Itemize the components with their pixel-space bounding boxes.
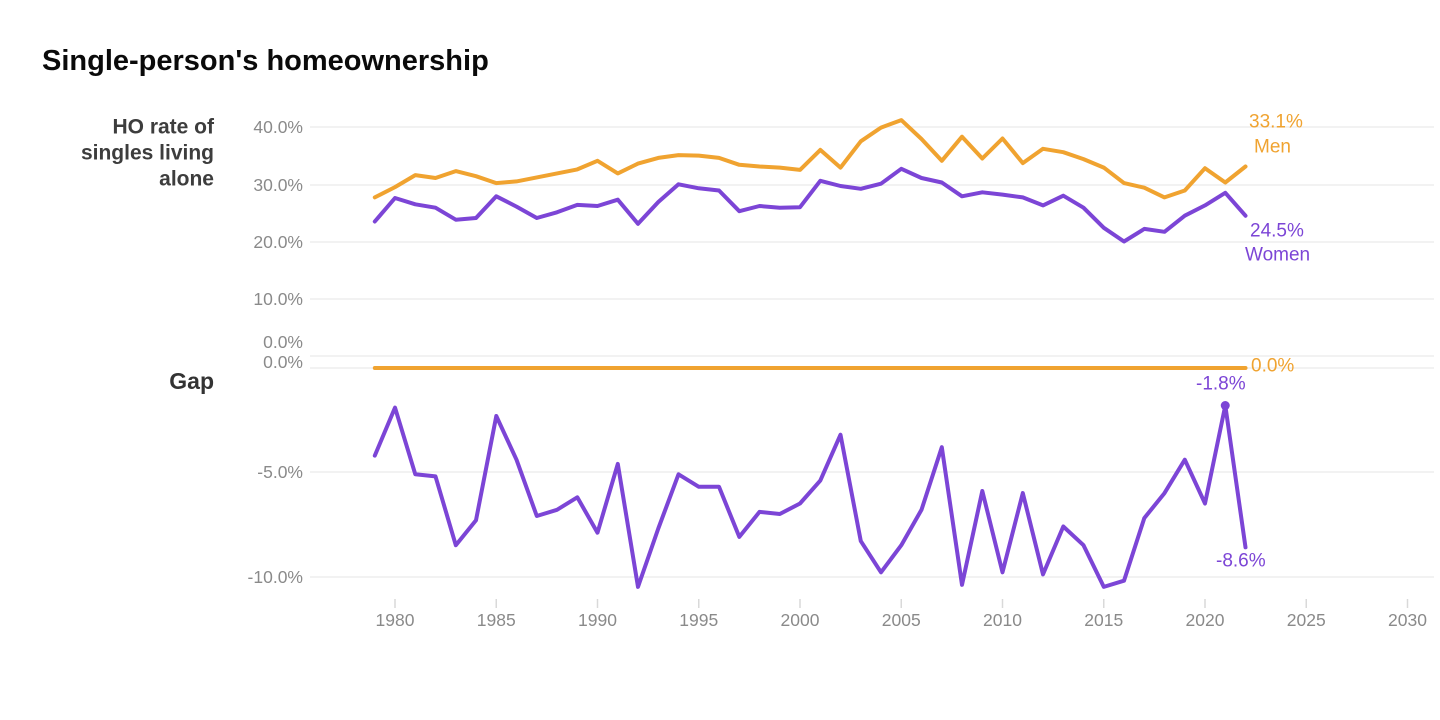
gap-end-value: -8.6% xyxy=(1216,551,1266,572)
gap-axis-label: Gap xyxy=(169,368,214,394)
gap-marker-dot xyxy=(1220,401,1230,411)
rate-y-tick-label: 0.0% xyxy=(263,332,303,352)
x-tick-label: 2025 xyxy=(1287,610,1326,630)
women-line xyxy=(372,166,1248,244)
x-tick-label: 2000 xyxy=(781,610,820,630)
men-line xyxy=(372,118,1248,200)
rate-y-tick-label: 30.0% xyxy=(253,175,303,195)
rate-y-tick-label: 40.0% xyxy=(253,117,303,137)
x-tick-label: 2005 xyxy=(882,610,921,630)
gap-zero-value: 0.0% xyxy=(1251,356,1294,377)
rate-axis-label-line1: HO rate of xyxy=(112,116,215,139)
women-end-value: 24.5% xyxy=(1250,221,1304,242)
women-end-name: Women xyxy=(1245,245,1310,266)
axis-ticks: 40.0%30.0%20.0%10.0%0.0%0.0%-5.0%-10.0%1… xyxy=(248,117,1428,630)
rate-axis-label-line2: singles living xyxy=(81,142,214,165)
gap-y-tick-label: 0.0% xyxy=(263,352,303,372)
page-title: Single-person's homeownership xyxy=(42,45,489,77)
gap-y-tick-label: -5.0% xyxy=(257,462,303,482)
x-tick-label: 2020 xyxy=(1186,610,1225,630)
x-tick-label: 2030 xyxy=(1388,610,1427,630)
gap-line xyxy=(372,403,1248,589)
x-tick-label: 1980 xyxy=(376,610,415,630)
annotations: 33.1% Men 24.5% Women 0.0%-1.8% -8.6% xyxy=(1196,112,1310,572)
x-tick-label: 2010 xyxy=(983,610,1022,630)
gap-y-tick-label: -10.0% xyxy=(248,567,303,587)
rate-y-tick-label: 20.0% xyxy=(253,232,303,252)
x-tick-label: 1990 xyxy=(578,610,617,630)
men-end-name: Men xyxy=(1254,137,1291,158)
rate-y-tick-label: 10.0% xyxy=(253,289,303,309)
gap-2021-value: -1.8% xyxy=(1196,374,1246,395)
x-tick-label: 2015 xyxy=(1084,610,1123,630)
x-tick-label: 1985 xyxy=(477,610,516,630)
rate-axis-label-line3: alone xyxy=(159,168,214,191)
x-tick-label: 1995 xyxy=(679,610,718,630)
men-end-value: 33.1% xyxy=(1249,112,1303,133)
data-lines xyxy=(372,118,1248,589)
